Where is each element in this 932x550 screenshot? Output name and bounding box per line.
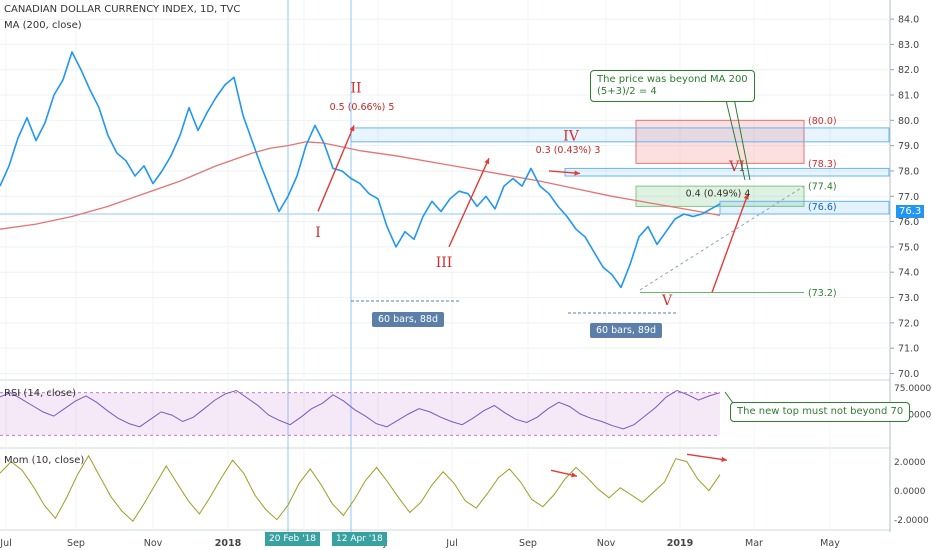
grid-layer [0, 0, 891, 532]
ma-note-pointer-2 [733, 97, 751, 181]
wave-vi-annotation: 0.4 (0.49%) 4 [686, 188, 751, 199]
ma-note-line2: (5+3)/2 = 4 [597, 86, 657, 97]
y-tick-label: 75.0 [898, 242, 919, 253]
y-tick-label: 70.0 [898, 369, 919, 380]
momentum-indicator-label: Mom (10, close) [4, 455, 85, 466]
x-tick-label: Mar [745, 538, 763, 549]
y-tick-label: 83.0 [898, 40, 919, 51]
wave6-arrow [711, 193, 749, 293]
x-tick-label: Jul [0, 538, 12, 549]
wave-iv-annotation: 0.3 (0.43%) 3 [536, 145, 601, 156]
wave2-top-band [350, 127, 890, 143]
mom-arrow-2-head [721, 456, 727, 462]
wave-ii-annotation: 0.5 (0.66%) 5 [330, 102, 395, 113]
y-tick-label: 73.0 [898, 293, 919, 304]
mom-y-tick-label: -2.0000 [894, 516, 929, 526]
rsi-y-tick-label: 75.0000 [894, 384, 931, 394]
level-label: (77.4) [808, 182, 837, 193]
ma-note-line1: The price was beyond MA 200 [597, 74, 748, 85]
wave4-top-band [564, 167, 890, 177]
wave3-arrow-head [484, 158, 490, 165]
x-tick-label: May [820, 538, 840, 549]
momentum-pane [0, 454, 721, 522]
x-tick-label: Nov [144, 538, 163, 549]
x-tick-label: 2018 [215, 538, 242, 549]
y-tick-label: 76.0 [898, 217, 919, 228]
rsi-line [0, 389, 721, 430]
price-line [0, 51, 721, 289]
rsi-note-box: The new top must not beyond 70 [730, 402, 911, 422]
chart-title: CANADIAN DOLLAR CURRENCY INDEX, 1D, TVC [4, 4, 241, 15]
date-tag-1: 20 Feb '18 [265, 532, 321, 546]
wave6-arrow-head [743, 193, 749, 200]
ma-note-box: The price was beyond MA 200 (5+3)/2 = 4 [590, 70, 755, 102]
level-label: (80.0) [808, 116, 837, 127]
mom-arrow-1-head [571, 472, 577, 478]
wave-label-i: I [315, 225, 321, 241]
y-tick-label: 71.0 [898, 344, 919, 355]
wave-label-iv: IV [563, 129, 580, 145]
bars-range-label-2: 60 bars, 89d [590, 323, 662, 338]
axes-layer: 84.0 83.0 82.0 81.0 80.0 79.0 78.0 77.0 76.0 75.0… [0, 15, 931, 549]
dashed-trendline [639, 185, 805, 291]
level-label: (76.6) [808, 202, 837, 213]
ma-indicator-label: MA (200, close) [4, 20, 82, 31]
x-tick-label: 2019 [667, 538, 693, 549]
wave2-arrow-head [349, 125, 355, 132]
y-tick-label: 84.0 [898, 15, 919, 26]
y-tick-label: 80.0 [898, 116, 919, 127]
wave3-arrow [448, 158, 490, 248]
x-tick-label: Jul [445, 538, 457, 549]
y-tick-label: 72.0 [898, 318, 919, 329]
momentum-line [0, 454, 721, 522]
rsi-note-text: The new top must not beyond 70 [737, 406, 904, 417]
y-tick-label: 82.0 [898, 65, 919, 76]
bars-range-label-1: 60 bars, 88d [372, 312, 444, 327]
wave-label-v: V [661, 293, 673, 309]
y-tick-label: 78.0 [898, 166, 919, 177]
ma200-line [0, 141, 721, 230]
y-tick-label: 74.0 [898, 268, 919, 279]
wave2-arrow [317, 125, 355, 212]
price-pane [0, 51, 805, 291]
x-tick-label: Sep [519, 538, 537, 549]
level-zones: (80.0) (78.3) (77.4) (76.6) (73.2) [350, 116, 890, 299]
ma-note-pointer [724, 95, 746, 181]
y-tick-label: 77.0 [898, 192, 919, 203]
rsi-pane [0, 389, 721, 436]
current-price-tag: 76.3 [896, 205, 925, 218]
rsi-band [0, 392, 720, 436]
wave-label-iii: III [436, 255, 453, 271]
wave-label-ii: II [350, 80, 361, 96]
y-tick-label: 81.0 [898, 91, 919, 102]
mom-arrow-a-head [574, 170, 580, 176]
level-label: (73.2) [808, 288, 837, 299]
rsi-y-tick-label: 50.0000 [894, 411, 931, 421]
date-tag-2: 12 Apr '18 [332, 532, 387, 546]
rsi-indicator-label: RSI (14, close) [4, 388, 77, 399]
x-tick-label: Sep [67, 538, 85, 549]
x-tick-label: Nov [597, 538, 616, 549]
mom-arrow-2 [686, 453, 728, 461]
mom-y-tick-label: 2.0000 [894, 458, 926, 468]
rsi-note-pointer [724, 391, 734, 404]
current-band [719, 200, 890, 215]
level-label: (78.3) [808, 159, 837, 170]
y-tick-label: 79.0 [898, 141, 919, 152]
mom-y-tick-label: 0.0000 [894, 487, 926, 497]
